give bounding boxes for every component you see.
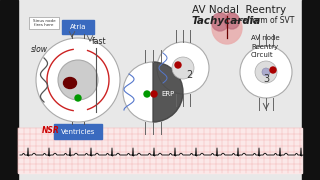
Text: Tachycardia: Tachycardia [192,16,261,26]
Circle shape [240,46,292,98]
Circle shape [172,57,194,79]
Text: 3: 3 [263,74,269,84]
Circle shape [262,68,270,76]
Wedge shape [153,62,183,122]
Bar [62,20,94,34]
Ellipse shape [212,13,228,31]
Text: —a form of SVT: —a form of SVT [235,16,294,25]
Bar [0,0,18,180]
Text: NSR: NSR [42,126,60,135]
Text: Ventricles: Ventricles [61,129,95,135]
Circle shape [270,67,276,73]
Circle shape [144,91,150,97]
Circle shape [123,62,183,122]
Circle shape [157,42,209,94]
Ellipse shape [225,13,239,29]
Ellipse shape [63,78,76,89]
Circle shape [175,62,181,68]
Text: Atria: Atria [70,24,86,30]
Bar [302,0,320,180]
Circle shape [58,60,98,100]
Bar [18,128,302,173]
Text: AV node
Reentry
Circuit: AV node Reentry Circuit [251,35,280,58]
FancyBboxPatch shape [29,17,59,29]
Circle shape [75,95,81,101]
Text: fast: fast [92,37,107,46]
Text: Sinus node
fires here: Sinus node fires here [33,19,55,27]
Circle shape [255,61,277,83]
Text: slow: slow [31,45,48,54]
Ellipse shape [212,12,242,44]
Circle shape [151,91,157,97]
Bar [54,124,102,139]
Text: AV Nodal  Reentry: AV Nodal Reentry [192,5,286,15]
Text: 1: 1 [143,107,149,117]
Text: ERP: ERP [161,91,174,97]
Circle shape [36,38,120,122]
Text: 2: 2 [186,70,192,80]
